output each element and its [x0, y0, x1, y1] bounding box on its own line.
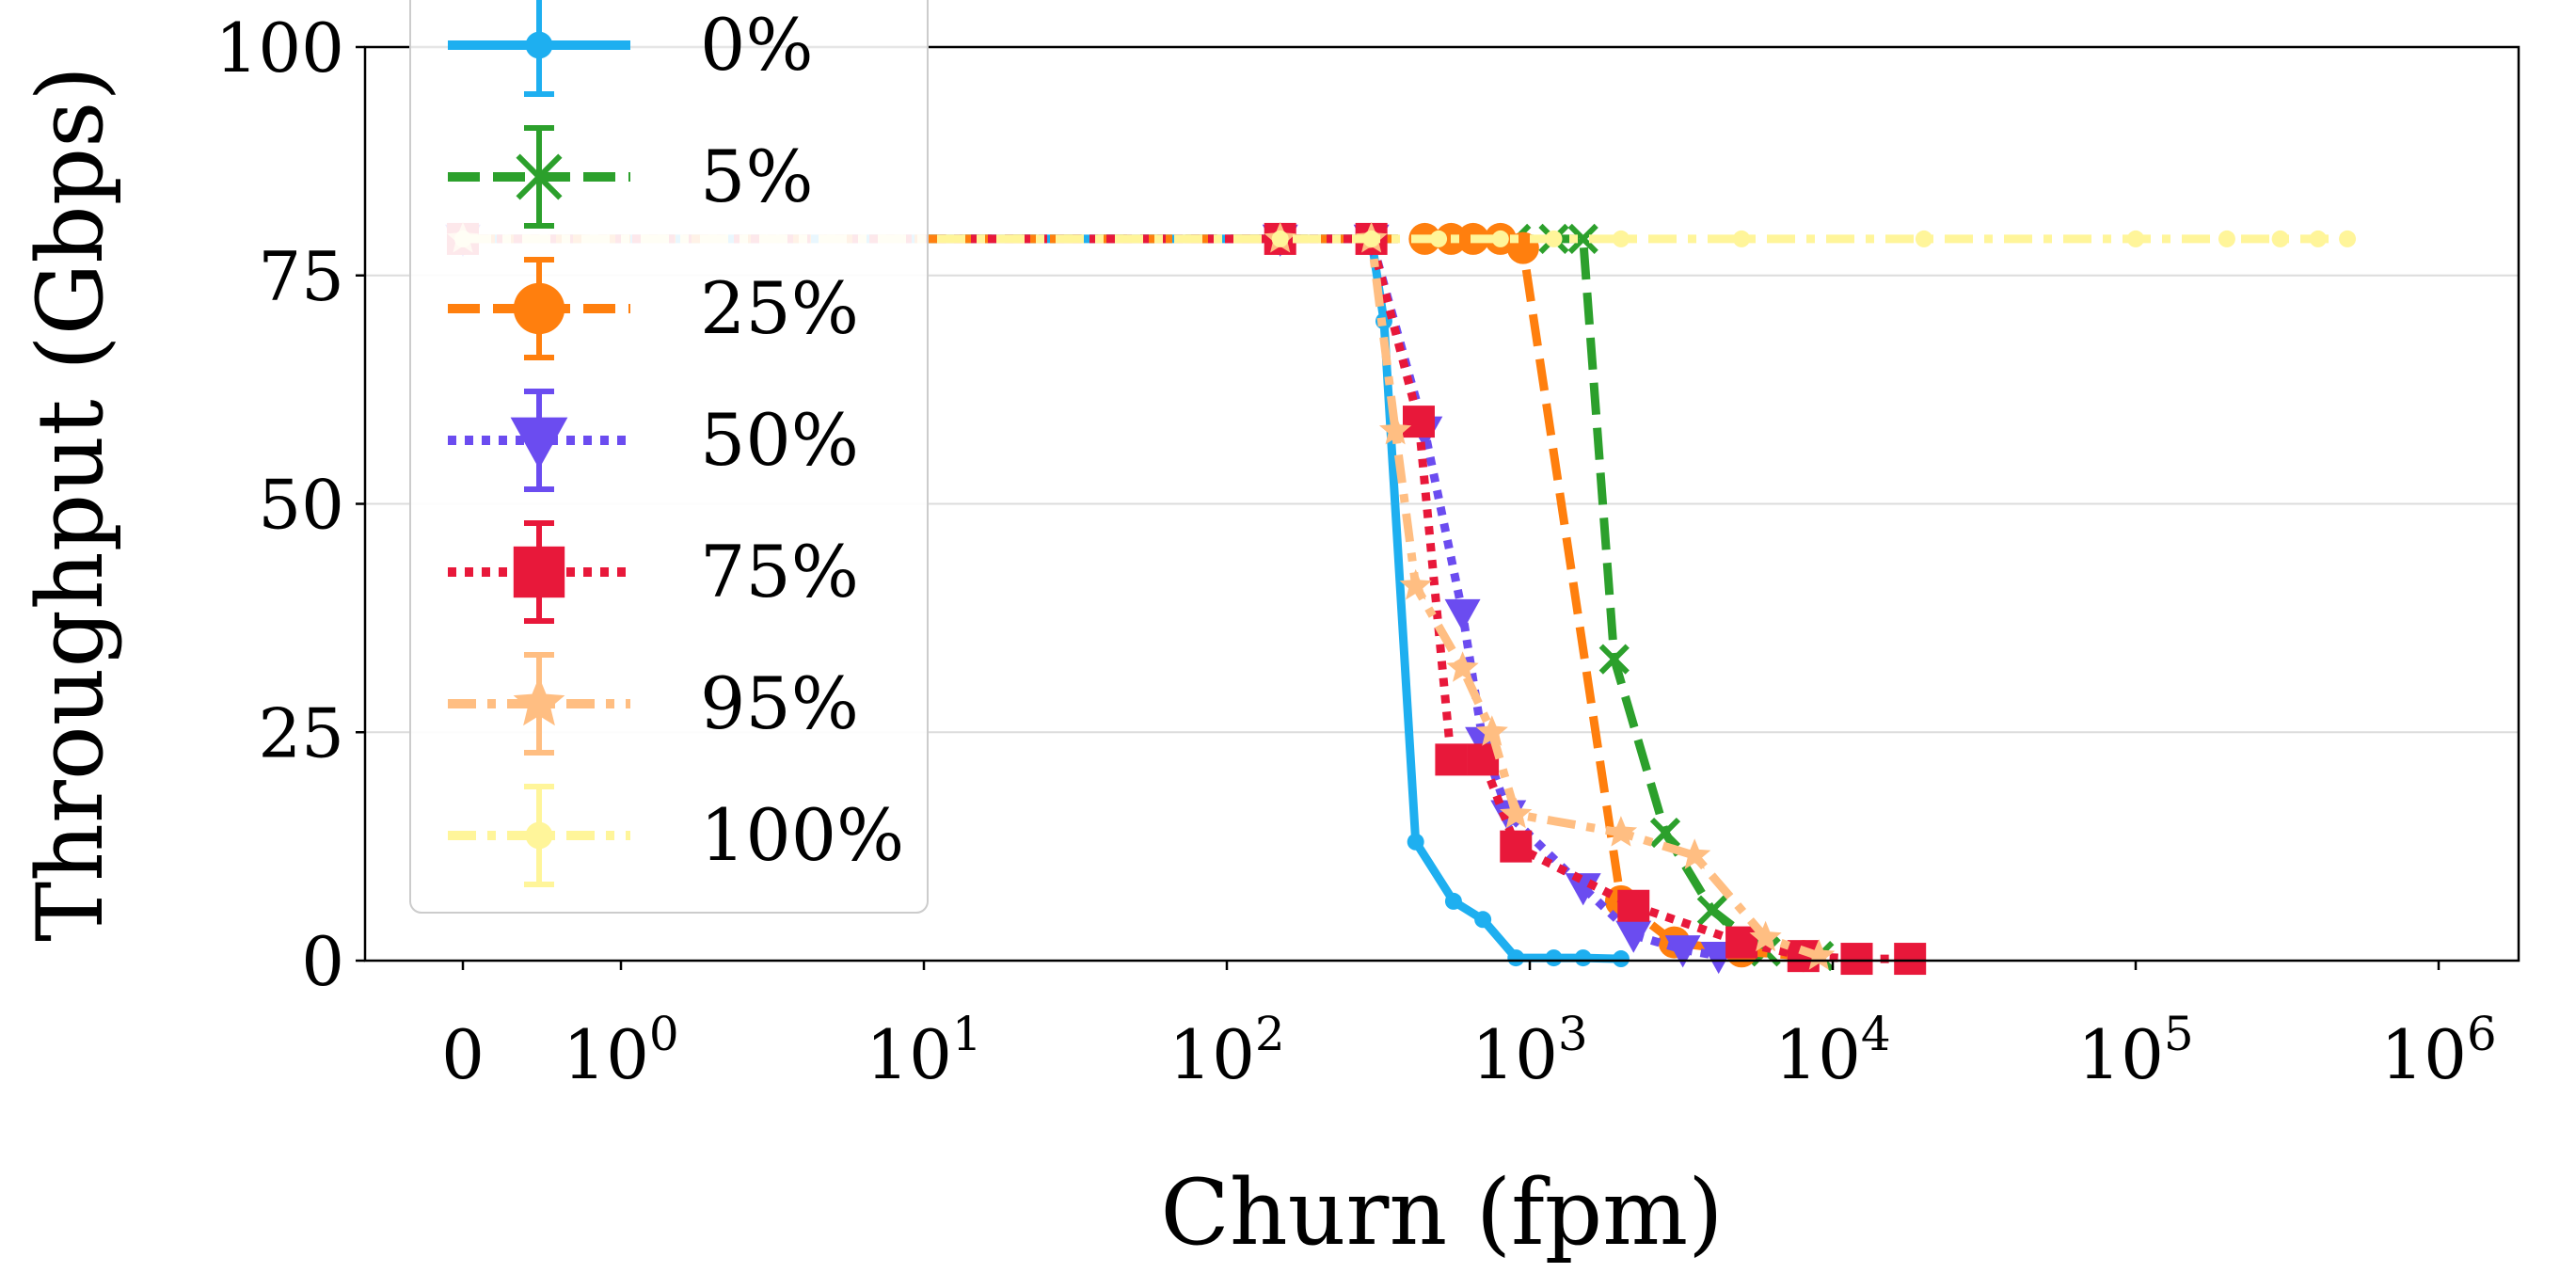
- y-tick-label: 0: [301, 922, 344, 1001]
- axis-ticks: 0 25 50 75 100 0 100 101 102 103 104 105 106: [215, 8, 2497, 1094]
- legend-marker: [513, 676, 565, 726]
- x-tick-label: 103: [1471, 1007, 1587, 1094]
- data-point: [1696, 895, 1727, 926]
- x-tick-label: 100: [563, 1007, 678, 1094]
- x-tick-label: 106: [2380, 1007, 2496, 1094]
- series-layer: [445, 221, 2357, 976]
- legend-label: 0%: [700, 3, 814, 87]
- legend-label: 50%: [700, 398, 859, 482]
- y-tick-label: 50: [258, 466, 344, 545]
- series-6: [454, 230, 2357, 247]
- legend-marker: [513, 282, 565, 335]
- data-point: [2127, 230, 2144, 247]
- legend-marker: [525, 821, 553, 850]
- legend-marker: [513, 546, 565, 598]
- x-tick-label: 105: [2077, 1007, 2193, 1094]
- data-point: [1894, 943, 1927, 976]
- data-point: [1725, 926, 1758, 959]
- data-point: [1678, 838, 1711, 869]
- legend-entry: 5%: [448, 125, 814, 229]
- data-point: [1500, 830, 1533, 863]
- legend-entry: 50%: [448, 389, 859, 492]
- data-point: [1567, 223, 1598, 255]
- data-point: [1444, 598, 1481, 632]
- legend-entry: 25%: [448, 257, 859, 360]
- data-point: [1475, 715, 1508, 746]
- x-tick-label: 104: [1774, 1007, 1890, 1094]
- data-point: [1545, 949, 1563, 967]
- data-point: [1803, 939, 1836, 970]
- legend-label: 100%: [700, 793, 904, 877]
- y-axis-label: Throughput (Gbps): [18, 66, 123, 942]
- y-tick-label: 25: [258, 693, 344, 772]
- data-point: [1402, 406, 1435, 438]
- data-point: [2309, 230, 2327, 247]
- data-point: [1598, 644, 1630, 675]
- data-point: [1362, 230, 1380, 247]
- data-point: [1604, 816, 1638, 847]
- data-point: [1617, 889, 1650, 922]
- data-point: [1444, 892, 1462, 910]
- legend-marker: [525, 31, 553, 59]
- data-point: [1664, 935, 1701, 968]
- x-axis-label: Churn (fpm): [1160, 1160, 1723, 1265]
- legend: 0% 5% 25% 50% 75% 95% 100%: [409, 0, 929, 914]
- data-point: [1407, 833, 1424, 851]
- data-point: [1545, 230, 1563, 247]
- legend-marker: [516, 153, 563, 200]
- x-tick-label: 102: [1169, 1007, 1284, 1094]
- data-point: [1474, 911, 1492, 929]
- legend-entry: 95%: [448, 652, 859, 756]
- data-point: [1840, 943, 1873, 976]
- y-tick-label: 100: [215, 8, 344, 88]
- data-point: [1612, 950, 1630, 968]
- data-point: [1500, 797, 1533, 829]
- data-point: [2339, 230, 2357, 247]
- legend-entry: 100%: [448, 784, 904, 887]
- data-point: [1615, 920, 1652, 953]
- data-point: [1612, 230, 1630, 247]
- legend-entry: 0%: [448, 0, 814, 97]
- data-point: [2271, 230, 2289, 247]
- data-point: [1379, 413, 1412, 445]
- legend-label: 5%: [700, 135, 814, 218]
- data-point: [1915, 230, 1932, 247]
- series-line: [463, 234, 1911, 963]
- data-point: [1649, 817, 1681, 849]
- data-point: [1507, 949, 1525, 967]
- x-tick-label: 101: [866, 1007, 981, 1094]
- y-tick-label: 75: [258, 237, 344, 316]
- data-point: [2218, 230, 2235, 247]
- data-point: [1430, 230, 1448, 247]
- x-tick-label: 0: [441, 1015, 485, 1094]
- legend-marker: [510, 417, 568, 469]
- data-point: [1435, 743, 1468, 776]
- data-point: [1399, 568, 1432, 600]
- data-point: [1749, 920, 1782, 952]
- data-point: [1574, 949, 1592, 967]
- data-point: [1733, 230, 1751, 247]
- data-point: [1491, 230, 1509, 247]
- legend-label: 75%: [700, 530, 859, 613]
- legend-entry: 75%: [448, 520, 859, 624]
- data-point: [1446, 651, 1479, 682]
- data-point: [1271, 230, 1289, 247]
- legend-label: 25%: [700, 266, 859, 350]
- legend-label: 95%: [700, 661, 859, 745]
